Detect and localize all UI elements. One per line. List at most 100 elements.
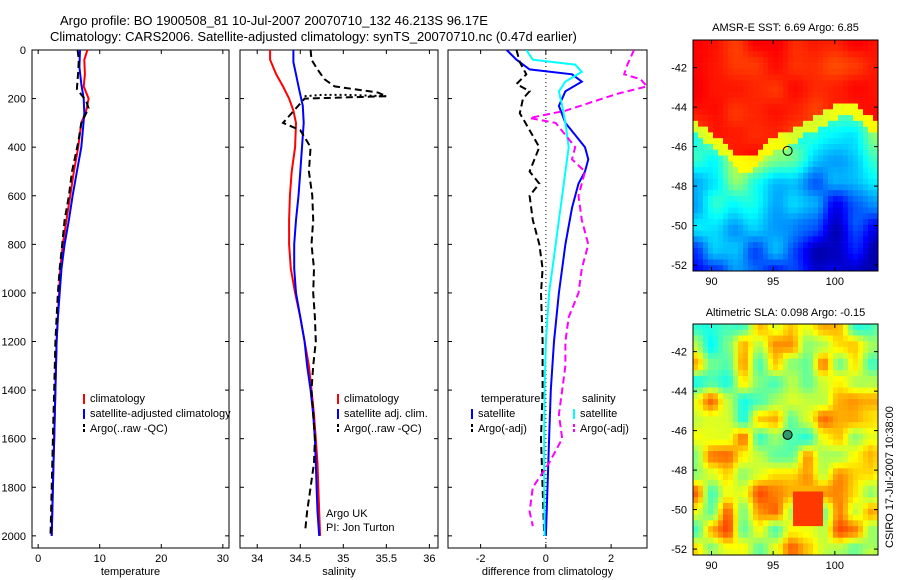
heatmap-cell — [693, 91, 699, 99]
heatmap-cell — [843, 543, 849, 550]
heatmap-cell — [868, 537, 874, 544]
x-tick-label: 0 — [543, 553, 549, 565]
heatmap-cell — [833, 74, 839, 81]
heatmap-cell — [858, 503, 864, 510]
heatmap-cell — [788, 236, 794, 243]
heatmap-cell — [808, 253, 814, 260]
heatmap-cell — [868, 109, 874, 116]
heatmap-cell — [768, 213, 774, 220]
heatmap-cell — [788, 213, 794, 220]
heatmap-cell — [718, 45, 724, 52]
heatmap-cell — [773, 224, 779, 231]
heatmap-cell — [773, 190, 779, 197]
heatmap-cell — [728, 370, 734, 377]
heatmap-cell — [793, 364, 799, 371]
heatmap-cell — [823, 161, 829, 168]
heatmap-cell — [713, 422, 719, 429]
heatmap-cell — [728, 514, 734, 521]
heatmap-cell — [718, 207, 724, 214]
heatmap-cell — [728, 57, 734, 64]
heatmap-cell — [813, 537, 819, 544]
heatmap-cell — [778, 543, 784, 550]
heatmap-cell — [818, 57, 824, 64]
heatmap-cell — [798, 456, 804, 463]
heatmap-cell — [783, 526, 789, 533]
heatmap-cell — [813, 51, 819, 58]
heatmap-cell — [868, 184, 874, 191]
heatmap-cell — [743, 531, 749, 538]
heatmap-cell — [823, 51, 829, 58]
heatmap-cell — [773, 439, 779, 446]
heatmap-cell — [783, 80, 789, 87]
heatmap-cell — [728, 115, 734, 122]
heatmap-cell — [838, 514, 844, 521]
heatmap-cell — [833, 358, 839, 365]
heatmap-cell — [853, 219, 859, 226]
heatmap-cell — [728, 474, 734, 481]
heatmap-cell — [698, 393, 704, 400]
heatmap-cell — [793, 399, 799, 406]
x-axis-label: temperature — [101, 566, 160, 578]
heatmap-cell — [748, 247, 754, 254]
heatmap-cell — [698, 143, 704, 151]
heatmap-cell — [708, 439, 714, 446]
heatmap-cell — [728, 410, 734, 417]
heatmap-cell — [713, 230, 719, 237]
heatmap-cell — [798, 143, 804, 151]
heatmap-cell — [733, 526, 739, 533]
heatmap-cell — [763, 399, 769, 406]
heatmap-cell — [783, 161, 789, 168]
heatmap-cell — [833, 329, 839, 336]
heatmap-cell — [858, 520, 864, 527]
heatmap-cell — [783, 497, 789, 504]
heatmap-cell — [788, 543, 794, 550]
heatmap-cell — [858, 109, 864, 116]
heatmap-cell — [853, 445, 859, 452]
heatmap-cell — [718, 86, 724, 93]
heatmap-cell — [693, 358, 699, 365]
heatmap-cell — [723, 74, 729, 81]
heatmap-cell — [833, 126, 839, 133]
heatmap-cell — [698, 445, 704, 452]
heatmap-cell — [873, 172, 879, 179]
heatmap-cell — [778, 514, 784, 521]
heatmap-cell — [843, 126, 849, 133]
heatmap-cell — [708, 324, 714, 331]
heatmap-cell — [823, 526, 829, 533]
heatmap-cell — [768, 324, 774, 331]
heatmap-cell — [863, 91, 869, 99]
heatmap-cell — [768, 370, 774, 377]
heatmap-cell — [833, 514, 839, 521]
heatmap-cell — [833, 103, 839, 110]
heatmap-cell — [828, 491, 834, 498]
heatmap-cell — [808, 399, 814, 406]
heatmap-cell — [808, 161, 814, 168]
heatmap-cell — [863, 213, 869, 220]
heatmap-cell — [848, 178, 854, 185]
heatmap-cell — [743, 474, 749, 481]
heatmap-cell — [843, 474, 849, 481]
heatmap-cell — [858, 86, 864, 93]
heatmap-cell — [743, 456, 749, 463]
heatmap-cell — [848, 508, 854, 515]
heatmap-cell — [743, 404, 749, 411]
heatmap-cell — [863, 109, 869, 116]
heatmap-cell — [743, 526, 749, 533]
heatmap-cell — [783, 103, 789, 110]
heatmap-cell — [693, 149, 699, 156]
heatmap-cell — [778, 531, 784, 538]
heatmap-cell — [718, 520, 724, 527]
heatmap-cell — [693, 213, 699, 220]
heatmap-cell — [698, 381, 704, 388]
heatmap-cell — [838, 253, 844, 260]
heatmap-cell — [833, 63, 839, 70]
heatmap-cell — [833, 91, 839, 99]
heatmap-cell — [813, 63, 819, 70]
heatmap-cell — [758, 109, 764, 116]
heatmap-cell — [773, 253, 779, 260]
heatmap-cell — [823, 329, 829, 336]
heatmap-cell — [863, 172, 869, 179]
heatmap-cell — [768, 393, 774, 400]
heatmap-cell — [833, 178, 839, 185]
heatmap-cell — [848, 549, 854, 556]
